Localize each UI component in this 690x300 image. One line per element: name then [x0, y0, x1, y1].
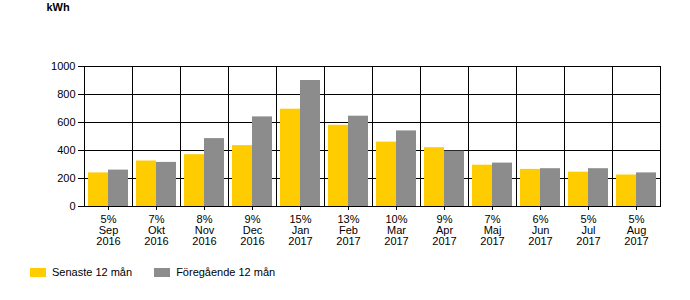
svg-text:kWh: kWh: [47, 1, 71, 13]
html-text:Senaste 12 mån: Senaste 12 mån: [52, 266, 133, 278]
svg-text:1000: 1000: [51, 60, 75, 72]
html-text:Föregående 12 mån: Föregående 12 mån: [176, 266, 276, 278]
svg-text:15%Jan2017: 15%Jan2017: [288, 213, 312, 247]
svg-text:600: 600: [57, 116, 75, 128]
svg-text:9%Dec2016: 9%Dec2016: [240, 213, 264, 247]
svg-text:5%Sep2016: 5%Sep2016: [96, 213, 120, 247]
svg-text:10%Mar2017: 10%Mar2017: [384, 213, 408, 247]
svg-text:5%Jul2017: 5%Jul2017: [576, 213, 600, 247]
svg-text:800: 800: [57, 88, 75, 100]
svg-text:9%Apr2017: 9%Apr2017: [432, 213, 456, 247]
svg-text:7%Okt2016: 7%Okt2016: [144, 213, 168, 247]
svg-text:200: 200: [57, 172, 75, 184]
svg-text:13%Feb2017: 13%Feb2017: [336, 213, 360, 247]
svg-text:7%Maj2017: 7%Maj2017: [480, 213, 504, 247]
svg-text:5%Aug2017: 5%Aug2017: [624, 213, 648, 247]
svg-text:8%Nov2016: 8%Nov2016: [192, 213, 216, 247]
svg-text:400: 400: [57, 144, 75, 156]
svg-text:0: 0: [69, 200, 75, 212]
svg-text:6%Jun2017: 6%Jun2017: [528, 213, 552, 247]
